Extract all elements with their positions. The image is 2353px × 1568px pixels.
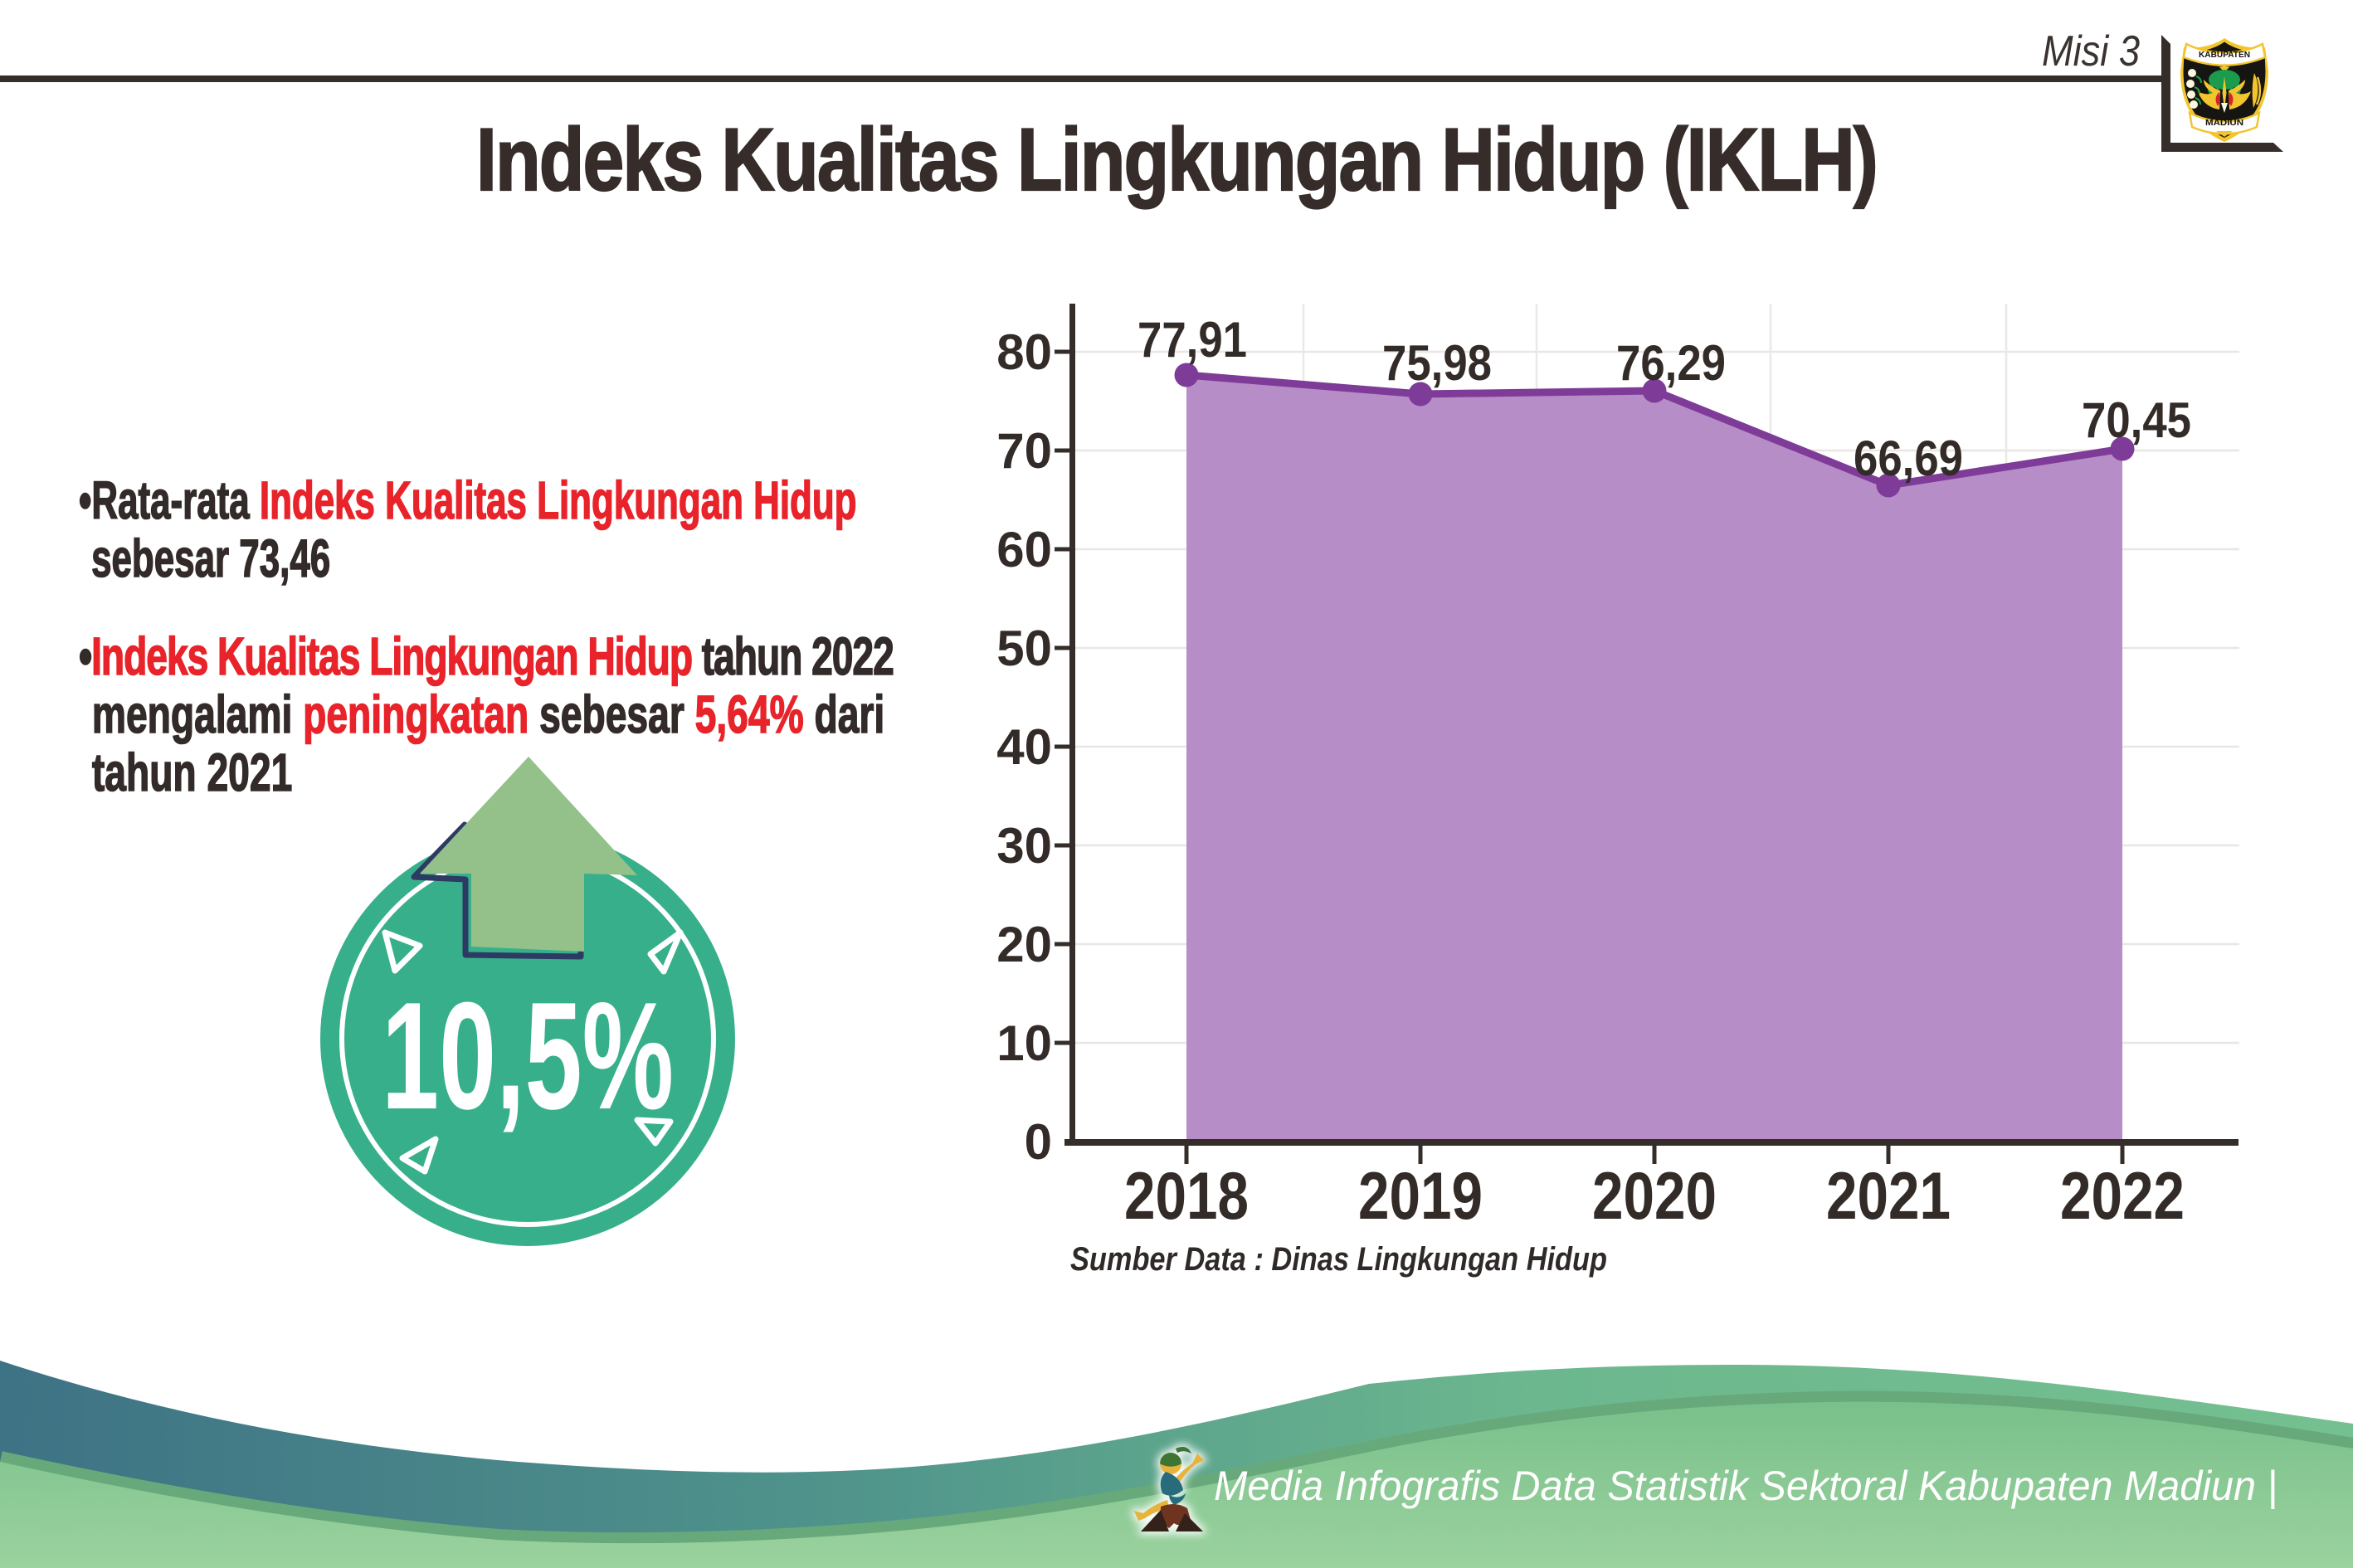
- svg-text:2020: 2020: [1592, 1159, 1717, 1234]
- svg-text:40: 40: [996, 719, 1052, 775]
- svg-text:2021: 2021: [1826, 1159, 1951, 1234]
- svg-text:76,29: 76,29: [1616, 335, 1726, 391]
- svg-text:80: 80: [996, 324, 1052, 380]
- svg-text:30: 30: [996, 818, 1052, 874]
- svg-text:KABUPATEN: KABUPATEN: [2199, 51, 2250, 60]
- svg-text:77,91: 77,91: [1138, 312, 1247, 368]
- svg-text:70,45: 70,45: [2082, 392, 2191, 448]
- svg-text:66,69: 66,69: [1854, 431, 1963, 486]
- svg-text:2022: 2022: [2060, 1159, 2185, 1234]
- svg-text:10,5%: 10,5%: [382, 970, 674, 1141]
- svg-text:2018: 2018: [1124, 1159, 1249, 1234]
- svg-text:2019: 2019: [1358, 1159, 1483, 1234]
- svg-text:60: 60: [996, 522, 1052, 577]
- svg-text:Media Infografis Data Statisti: Media Infografis Data Statistik Sektoral…: [1214, 1463, 2277, 1510]
- svg-text:20: 20: [996, 917, 1052, 972]
- svg-text:10: 10: [996, 1015, 1052, 1071]
- svg-text:MADIUN: MADIUN: [2205, 118, 2243, 128]
- svg-text:Misi 3: Misi 3: [2042, 27, 2140, 75]
- svg-text:75,98: 75,98: [1382, 335, 1492, 391]
- svg-text:70: 70: [996, 423, 1052, 479]
- svg-text:Sumber Data : Dinas Lingkungan: Sumber Data : Dinas Lingkungan Hidup: [1070, 1241, 1607, 1278]
- svg-text:0: 0: [1025, 1114, 1052, 1170]
- svg-text:50: 50: [996, 621, 1052, 676]
